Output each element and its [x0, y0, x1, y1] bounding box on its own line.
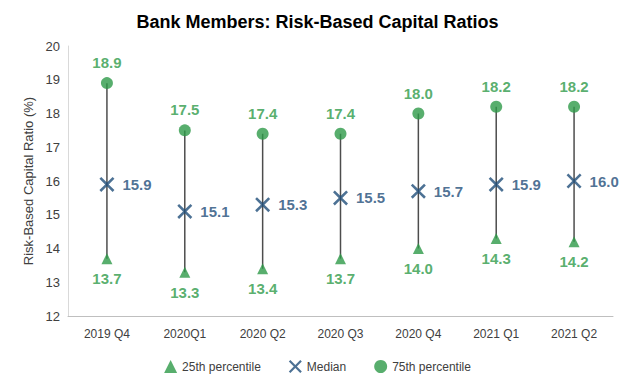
- svg-text:2020 Q4: 2020 Q4: [395, 327, 441, 341]
- svg-text:17: 17: [46, 140, 60, 155]
- svg-text:Risk-Based Capital Ratio (%): Risk-Based Capital Ratio (%): [21, 97, 36, 265]
- svg-text:25th percentile: 25th percentile: [182, 360, 261, 374]
- svg-text:2021 Q1: 2021 Q1: [473, 327, 519, 341]
- svg-text:15: 15: [46, 207, 60, 222]
- svg-text:14.3: 14.3: [482, 250, 511, 267]
- svg-text:18.0: 18.0: [404, 85, 433, 102]
- svg-text:13.7: 13.7: [326, 270, 355, 287]
- svg-text:2021 Q2: 2021 Q2: [551, 327, 597, 341]
- svg-text:13.7: 13.7: [92, 270, 121, 287]
- svg-text:2019 Q4: 2019 Q4: [84, 327, 130, 341]
- svg-text:75th percentile: 75th percentile: [392, 360, 471, 374]
- svg-text:13.4: 13.4: [248, 280, 278, 297]
- svg-text:17.4: 17.4: [326, 105, 356, 122]
- svg-text:18.2: 18.2: [482, 78, 511, 95]
- svg-text:16.0: 16.0: [590, 173, 619, 190]
- svg-text:14.2: 14.2: [559, 253, 588, 270]
- svg-text:18: 18: [46, 106, 60, 121]
- svg-text:14.0: 14.0: [404, 260, 433, 277]
- svg-text:2020 Q3: 2020 Q3: [317, 327, 363, 341]
- svg-text:15.3: 15.3: [278, 196, 307, 213]
- svg-text:18.2: 18.2: [559, 78, 588, 95]
- svg-text:16: 16: [46, 174, 60, 189]
- svg-text:19: 19: [46, 72, 60, 87]
- svg-text:15.5: 15.5: [356, 189, 385, 206]
- svg-text:14: 14: [46, 241, 60, 256]
- svg-text:2020Q1: 2020Q1: [163, 327, 206, 341]
- svg-text:15.9: 15.9: [512, 176, 541, 193]
- svg-text:18.9: 18.9: [92, 54, 121, 71]
- svg-text:15.9: 15.9: [122, 176, 151, 193]
- svg-text:15.1: 15.1: [200, 203, 229, 220]
- svg-text:Bank Members: Risk-Based Capit: Bank Members: Risk-Based Capital Ratios: [136, 12, 498, 32]
- svg-text:13.3: 13.3: [170, 284, 199, 301]
- svg-text:15.7: 15.7: [434, 183, 463, 200]
- svg-text:2020 Q2: 2020 Q2: [240, 327, 286, 341]
- svg-text:17.5: 17.5: [170, 101, 199, 118]
- svg-text:13: 13: [46, 275, 60, 290]
- svg-text:20: 20: [46, 39, 60, 54]
- svg-text:17.4: 17.4: [248, 105, 278, 122]
- svg-text:12: 12: [46, 309, 60, 324]
- svg-text:Median: Median: [307, 360, 346, 374]
